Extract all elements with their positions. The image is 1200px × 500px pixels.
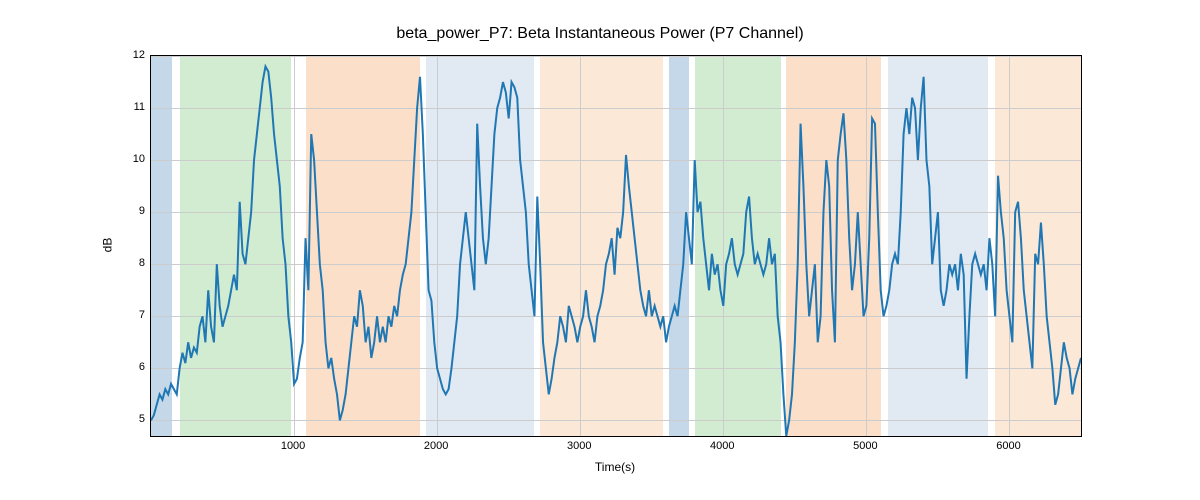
data-line [151, 66, 1081, 436]
chart-figure: beta_power_P7: Beta Instantaneous Power … [0, 0, 1200, 500]
xtick-label: 2000 [424, 440, 448, 452]
plot-area [150, 55, 1082, 437]
ytick-label: 9 [139, 205, 145, 217]
line-svg [151, 56, 1081, 436]
y-axis-label: dB [100, 55, 115, 435]
x-axis-label: Time(s) [150, 460, 1080, 474]
xtick-label: 1000 [281, 440, 305, 452]
ytick-label: 8 [139, 257, 145, 269]
xtick-label: 6000 [996, 440, 1020, 452]
chart-title: beta_power_P7: Beta Instantaneous Power … [0, 25, 1200, 43]
xtick-label: 3000 [567, 440, 591, 452]
ytick-label: 11 [134, 101, 145, 113]
ytick-label: 7 [139, 309, 145, 321]
xtick-label: 4000 [710, 440, 734, 452]
ytick-label: 10 [133, 153, 145, 165]
ytick-label: 6 [139, 361, 145, 373]
ytick-label: 5 [139, 413, 145, 425]
ytick-label: 12 [133, 49, 145, 61]
xtick-label: 5000 [853, 440, 877, 452]
